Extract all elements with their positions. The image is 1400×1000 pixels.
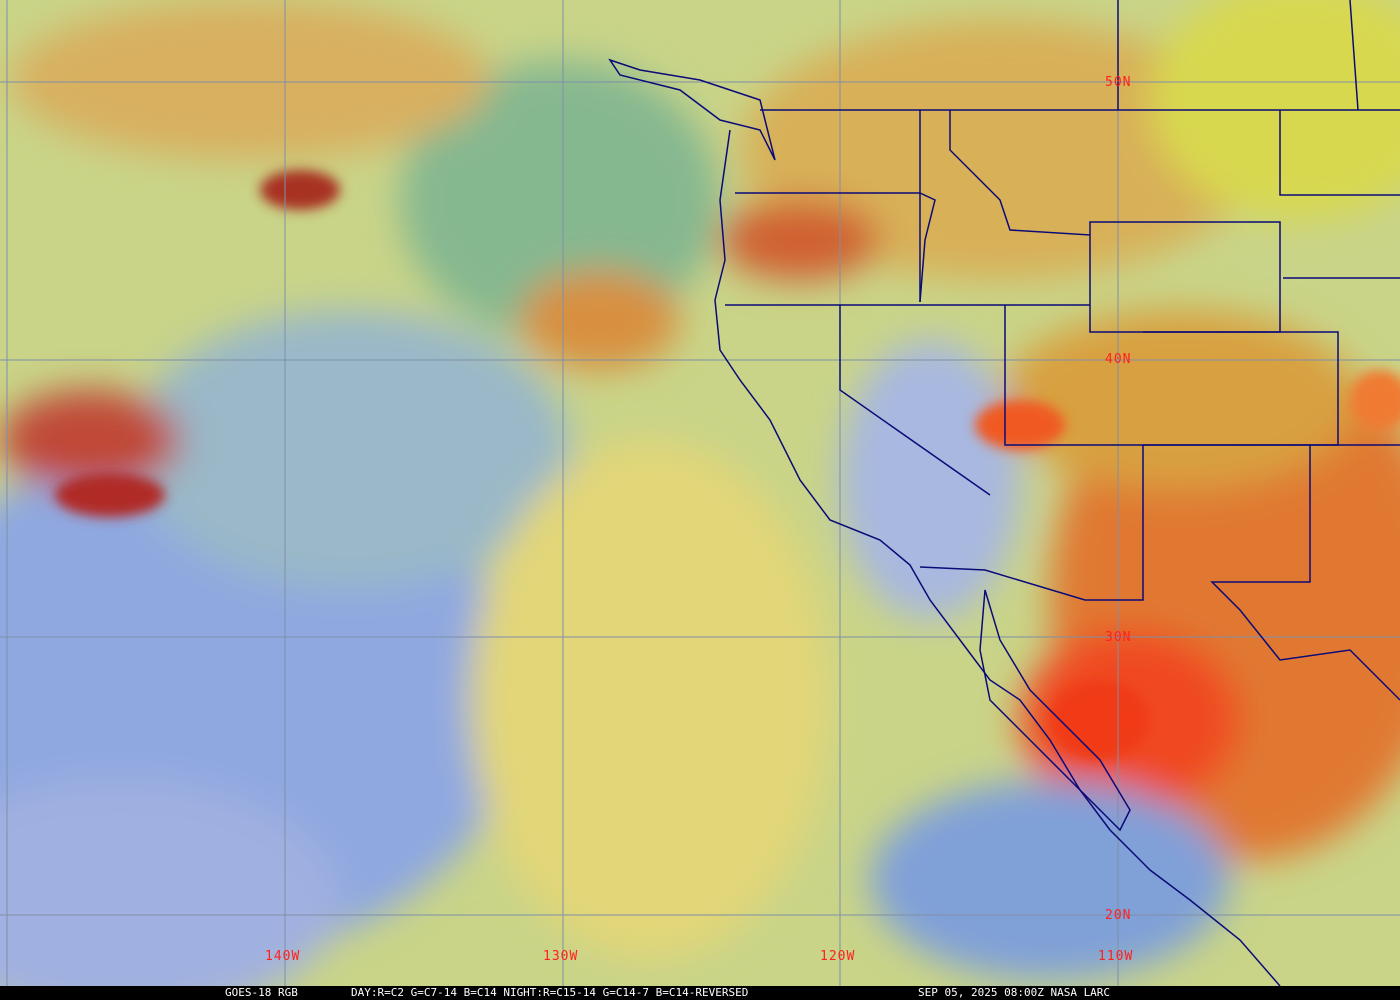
lon-label-120w: 120W xyxy=(820,949,855,964)
lat-label-30n: 30N xyxy=(1105,630,1131,645)
lon-label-130w: 130W xyxy=(543,949,578,964)
political-boundaries xyxy=(608,0,1400,986)
timestamp: SEP 05, 2025 08:00Z NASA LARC xyxy=(918,986,1111,999)
lat-label-20n: 20N xyxy=(1105,908,1131,923)
lon-label-140w: 140W xyxy=(265,949,300,964)
satellite-name: GOES-18 RGB xyxy=(225,986,298,999)
caption-bar: GOES-18 RGB DAY:R=C2 G=C7-14 B=C14 NIGHT… xyxy=(0,986,1400,1000)
lat-label-50n: 50N xyxy=(1105,75,1131,90)
latitude-labels: 50N 40N 30N 20N xyxy=(1105,75,1131,923)
rgb-recipe: DAY:R=C2 G=C7-14 B=C14 NIGHT:R=C15-14 G=… xyxy=(351,986,749,999)
storm-cells xyxy=(55,170,1400,760)
lat-label-40n: 40N xyxy=(1105,352,1131,367)
lon-label-110w: 110W xyxy=(1098,949,1133,964)
longitude-labels: 140W 130W 120W 110W xyxy=(265,949,1133,964)
